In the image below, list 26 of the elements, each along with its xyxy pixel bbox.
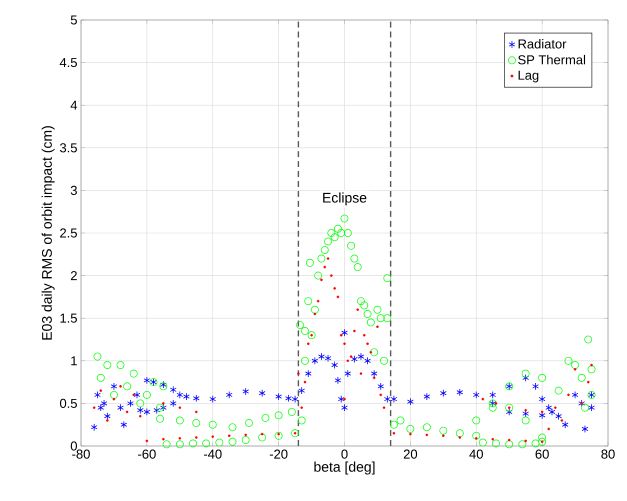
y-tick-label: 4.5 bbox=[60, 58, 77, 68]
y-tick-label: 2.5 bbox=[60, 228, 77, 238]
y-tick-label: 1 bbox=[71, 356, 77, 366]
x-tick-label: 40 bbox=[469, 450, 483, 459]
x-axis-title: beta [deg] bbox=[314, 462, 375, 475]
y-tick-label: 0.5 bbox=[60, 398, 77, 408]
y-tick-label: 5 bbox=[70, 15, 77, 25]
x-tick-label: 0 bbox=[341, 450, 348, 459]
y-tick-label: 1.5 bbox=[60, 314, 77, 323]
x-tick-label: -60 bbox=[138, 450, 156, 459]
legend-label: Radiator bbox=[518, 39, 566, 49]
x-tick-label: -40 bbox=[204, 450, 222, 459]
x-tick-label: -20 bbox=[270, 450, 288, 459]
y-tick-label: 3.5 bbox=[60, 143, 77, 152]
x-tick-label: 80 bbox=[601, 450, 615, 459]
legend-label: Lag bbox=[518, 70, 538, 82]
y-tick-label: 0 bbox=[70, 441, 77, 451]
y-tick-label: 2 bbox=[70, 271, 77, 280]
y-tick-label: 4 bbox=[70, 100, 78, 110]
x-tick-label: 20 bbox=[404, 450, 418, 459]
y-tick-label: 3 bbox=[70, 186, 77, 195]
x-tick-label: -80 bbox=[72, 450, 90, 459]
x-tick-label: 60 bbox=[536, 450, 549, 459]
annotation: Eclipse bbox=[323, 192, 366, 206]
y-axis-title: E03 daily RMS of orbit impact (cm) bbox=[42, 126, 55, 340]
legend-label: SP Thermal bbox=[518, 54, 586, 64]
